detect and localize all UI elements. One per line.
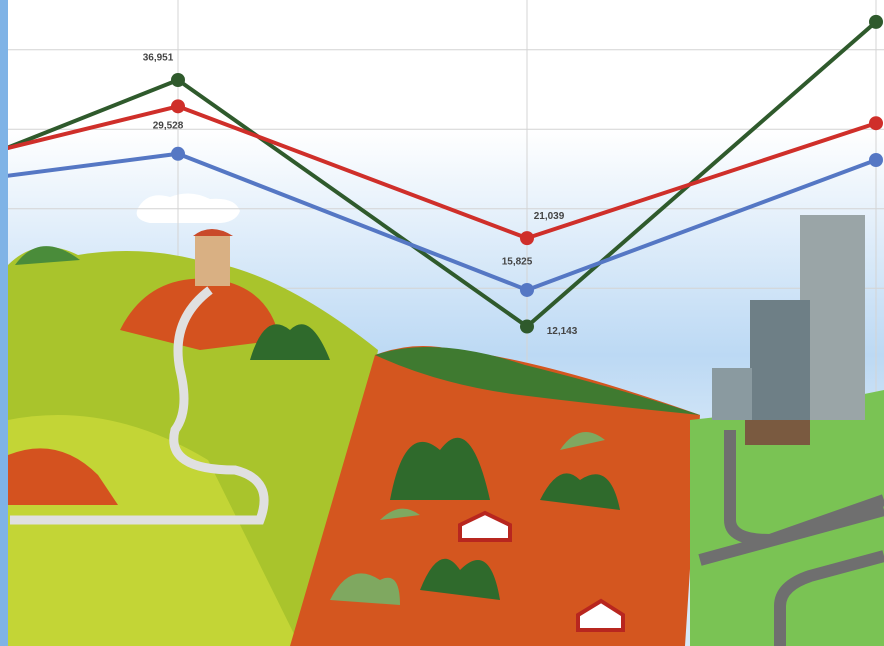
data-label: 36,951 bbox=[143, 53, 174, 64]
data-point bbox=[171, 72, 185, 87]
data-point bbox=[520, 282, 534, 297]
data-label: 12,143 bbox=[547, 326, 578, 337]
data-label: 21,039 bbox=[534, 211, 565, 222]
data-point bbox=[520, 319, 534, 334]
data-point bbox=[520, 231, 534, 246]
data-label: 29,528 bbox=[153, 120, 184, 131]
data-label: 15,825 bbox=[502, 257, 533, 268]
data-point bbox=[171, 99, 185, 114]
data-point bbox=[869, 153, 883, 168]
data-point bbox=[869, 116, 883, 131]
landscape bbox=[8, 215, 884, 646]
data-point bbox=[869, 14, 883, 29]
left-border bbox=[0, 0, 8, 646]
data-point bbox=[171, 146, 185, 161]
